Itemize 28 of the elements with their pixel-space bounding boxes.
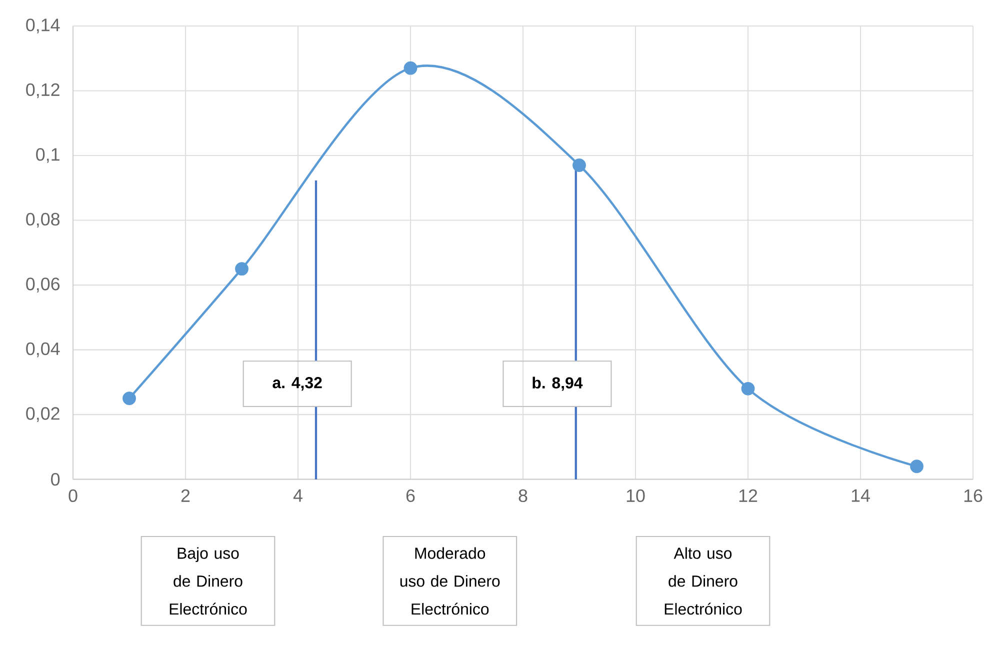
x-tick-label: 16 xyxy=(964,489,982,502)
x-tick-label: 14 xyxy=(852,489,870,502)
ref-line-label: a. 4,32 xyxy=(272,376,322,390)
point xyxy=(235,262,248,276)
y-tick-label: 0,06 xyxy=(26,277,60,292)
y-tick-label: 0 xyxy=(51,472,60,486)
y-tick-label: 0,12 xyxy=(26,83,60,98)
x-tick-label: 2 xyxy=(181,489,190,502)
x-tick-label: 8 xyxy=(518,489,528,502)
point xyxy=(404,61,418,75)
point xyxy=(741,382,755,396)
point xyxy=(910,460,924,473)
y-tick-label: 0,14 xyxy=(26,18,60,34)
text: Bajo uso de Dinero Electrónico xyxy=(170,547,247,615)
x-tick-label: 10 xyxy=(626,489,645,502)
x-tick-label: 0 xyxy=(68,489,78,502)
y-tick-label: 0,02 xyxy=(26,407,60,422)
ref-line-label: b. 8,94 xyxy=(532,376,583,391)
point xyxy=(572,158,586,172)
x-tick-label: 4 xyxy=(293,489,302,502)
point xyxy=(122,392,136,405)
y-tick-label: 0,04 xyxy=(26,342,60,358)
x-tick-label: 12 xyxy=(739,489,758,502)
y-tick-label: 0,1 xyxy=(36,148,60,163)
text: Alto uso de Dinero Electrónico xyxy=(664,547,742,615)
text: Moderado uso de Dinero Electrónico xyxy=(400,547,500,615)
y-tick-label: 0,08 xyxy=(26,212,60,228)
x-tick-label: 6 xyxy=(406,489,415,502)
